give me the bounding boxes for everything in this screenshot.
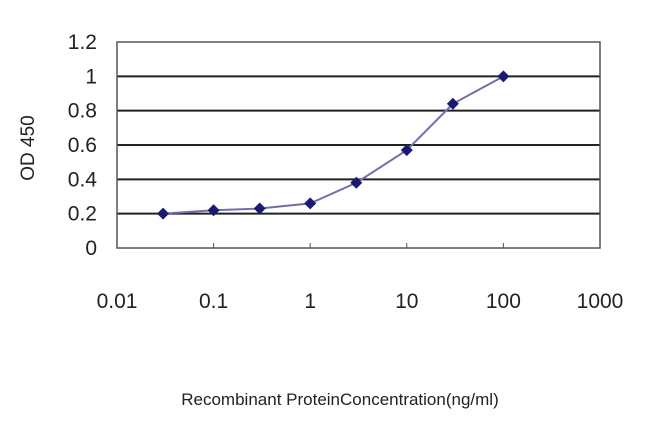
gridlines	[117, 75, 600, 248]
y-tick-label: 1	[85, 65, 97, 88]
x-tick-label: 10	[395, 290, 418, 313]
data-point	[400, 144, 413, 157]
x-tick-label: 0.01	[97, 290, 138, 313]
data-point	[350, 176, 363, 189]
y-tick-label: 0.2	[68, 203, 97, 226]
x-tick-label: 0.1	[199, 290, 228, 313]
plot-area	[116, 41, 601, 249]
data-point	[497, 70, 510, 83]
data-point	[253, 202, 266, 215]
data-point	[157, 207, 170, 220]
y-tick-labels: 0 0.2 0.4 0.6 0.8 1 1.2	[68, 31, 98, 260]
x-tick-label: 1000	[577, 290, 624, 313]
series-line	[163, 75, 504, 215]
x-tick-label: 1	[304, 290, 316, 313]
series	[157, 70, 510, 220]
y-tick-label: 1.2	[68, 31, 97, 54]
y-axis-label: OD 450	[18, 115, 39, 180]
y-tick-label: 0.6	[68, 134, 97, 157]
x-tick-label: 100	[486, 290, 521, 313]
x-tick-labels: 0.01 0.1 1 10 100 1000	[97, 290, 624, 313]
y-tick-label: 0	[85, 237, 97, 260]
data-point	[207, 204, 220, 217]
data-point	[304, 197, 317, 210]
x-axis-label: Recombinant ProteinConcentration(ng/ml)	[181, 390, 499, 409]
y-tick-label: 0.8	[68, 100, 97, 123]
y-tick-label: 0.4	[68, 168, 98, 191]
data-point	[446, 97, 459, 110]
